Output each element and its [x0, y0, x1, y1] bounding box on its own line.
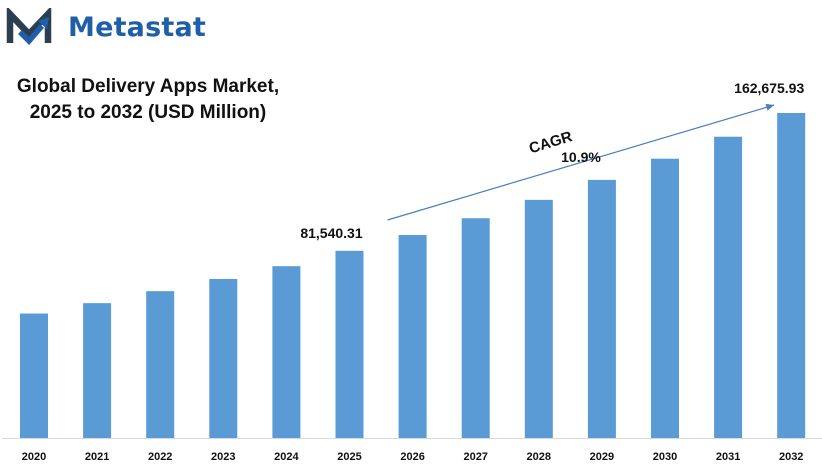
- x-tick-label-2029: 2029: [590, 451, 614, 463]
- bar-2028: [524, 199, 553, 438]
- cagr-arrow-head: [765, 103, 775, 111]
- bar-2025: [335, 250, 364, 438]
- metastat-logo-icon: [6, 8, 52, 46]
- bar-2024: [272, 266, 301, 438]
- chart-title-line-2: 2025 to 2032 (USD Million): [29, 102, 267, 123]
- x-tick-label-2020: 2020: [22, 451, 46, 463]
- data-label-2025: 81,540.31: [300, 225, 362, 241]
- bar-2022: [146, 291, 175, 438]
- bar-2029: [587, 179, 616, 438]
- x-tick-label-2032: 2032: [779, 451, 803, 463]
- cagr-arrow-line: [387, 104, 775, 221]
- x-tick-label-2028: 2028: [527, 451, 551, 463]
- x-tick-label-2025: 2025: [337, 451, 361, 463]
- x-tick-label-2026: 2026: [400, 451, 424, 463]
- x-tick-label-2027: 2027: [463, 451, 487, 463]
- x-tick-label-2030: 2030: [653, 451, 677, 463]
- chart-title: Global Delivery Apps Market, 2025 to 203…: [12, 74, 284, 126]
- bar-2023: [209, 278, 238, 438]
- x-tick-label-2022: 2022: [148, 451, 172, 463]
- bar-2026: [398, 235, 427, 438]
- bar-2031: [714, 136, 743, 438]
- x-tick-label-2024: 2024: [274, 451, 299, 463]
- metastat-logo: Metastat: [6, 8, 206, 46]
- chart-title-line-1: Global Delivery Apps Market,: [16, 76, 280, 97]
- bar-2027: [461, 218, 490, 438]
- x-tick-label-2021: 2021: [85, 451, 109, 463]
- cagr-value: 10.9%: [561, 149, 601, 165]
- bar-2030: [651, 158, 679, 438]
- bar-2020: [20, 313, 48, 438]
- bar-2021: [83, 303, 112, 438]
- data-label-2032: 162,675.93: [734, 80, 804, 96]
- x-tick-label-2031: 2031: [716, 451, 740, 463]
- brand-name: Metastat: [68, 11, 207, 43]
- x-tick-label-2023: 2023: [211, 451, 235, 463]
- bar-2032: [777, 113, 806, 438]
